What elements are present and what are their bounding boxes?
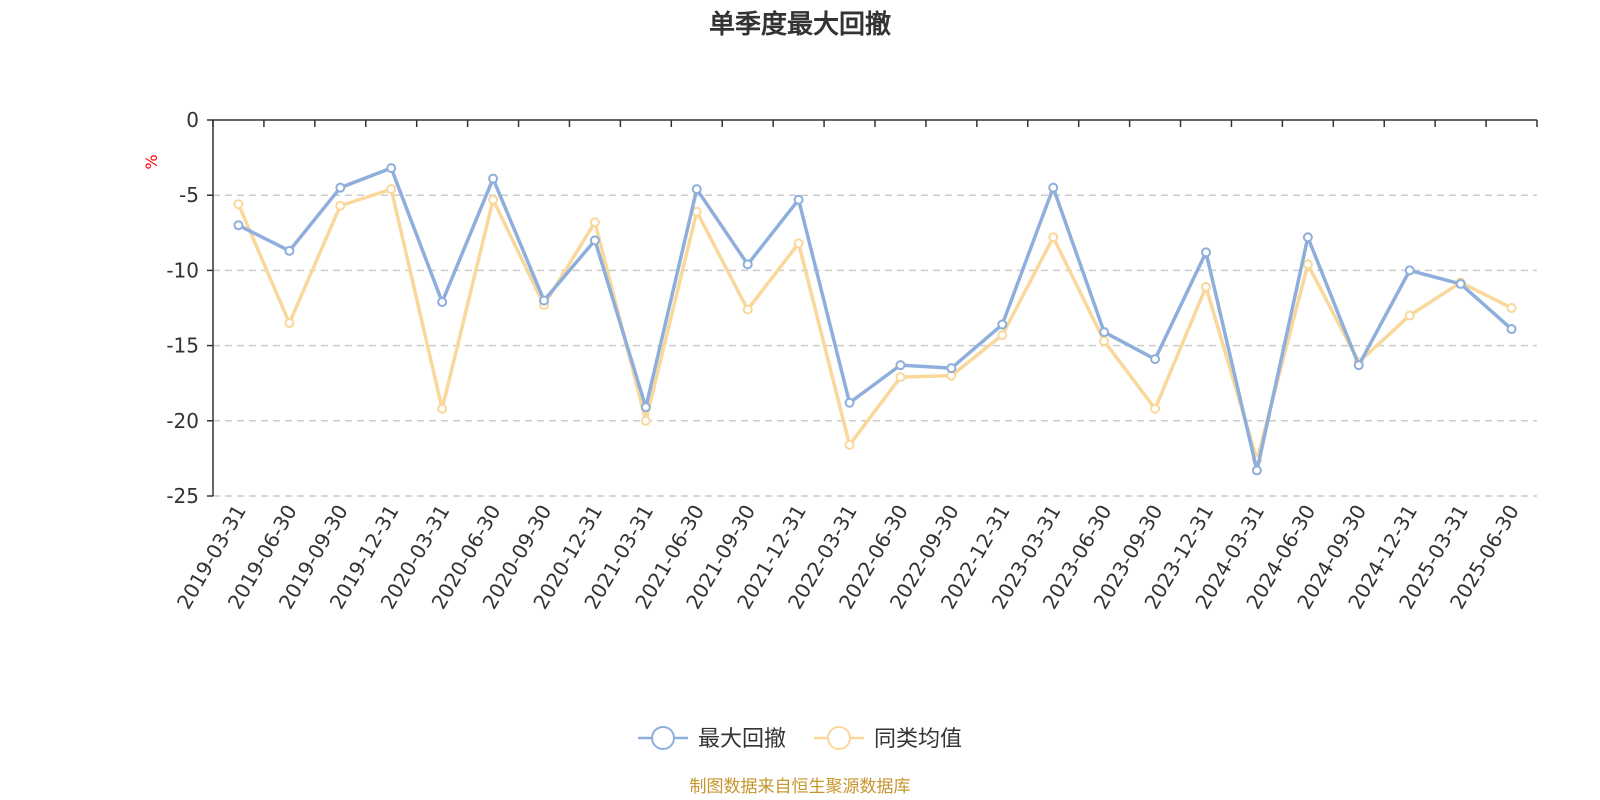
data-point[interactable]	[437, 403, 448, 414]
grid-lines	[213, 194, 1537, 497]
data-point[interactable]	[742, 259, 753, 270]
data-point[interactable]	[1302, 259, 1313, 270]
data-point[interactable]	[1455, 278, 1466, 289]
data-point[interactable]	[640, 402, 651, 413]
data-point[interactable]	[997, 330, 1008, 341]
chart-title: 单季度最大回撤	[709, 9, 891, 40]
legend-label: 最大回撤	[698, 727, 786, 752]
data-point[interactable]	[1150, 354, 1161, 365]
legend[interactable]: 最大回撤 同类均值	[638, 726, 962, 752]
legend-item-2[interactable]: 同类均值	[814, 726, 962, 752]
data-point[interactable]	[284, 318, 295, 329]
data-point[interactable]	[589, 235, 600, 246]
data-point[interactable]	[1201, 247, 1211, 258]
series-1	[233, 163, 1517, 476]
data-point[interactable]	[895, 360, 906, 371]
data-point[interactable]	[844, 439, 855, 450]
data-point[interactable]	[1201, 281, 1211, 292]
data-point[interactable]	[1506, 303, 1517, 313]
data-point[interactable]	[1099, 327, 1110, 338]
data-point[interactable]	[1353, 360, 1364, 371]
data-point[interactable]	[589, 217, 600, 228]
data-point[interactable]	[386, 163, 397, 174]
data-point[interactable]	[1506, 324, 1517, 335]
data-point[interactable]	[691, 206, 702, 217]
series-line	[236, 187, 1513, 462]
data-point[interactable]	[1048, 232, 1059, 243]
data-point[interactable]	[1251, 465, 1262, 476]
source-note: 制图数据来自恒生聚源数据库	[690, 777, 911, 797]
y-tick-label: -10	[166, 258, 199, 282]
series-2	[233, 184, 1517, 465]
legend-marker	[651, 726, 675, 750]
data-point[interactable]	[233, 199, 244, 210]
data-point[interactable]	[946, 363, 957, 374]
y-tick-label: -20	[166, 409, 199, 433]
legend-item-1[interactable]: 最大回撤	[638, 726, 786, 752]
axes: 0-5-10-15-20-252019-03-312019-06-302019-…	[166, 108, 1538, 613]
data-point[interactable]	[793, 238, 804, 249]
y-tick-label: -5	[179, 183, 199, 207]
data-point[interactable]	[488, 194, 499, 205]
data-point[interactable]	[691, 184, 702, 195]
data-point[interactable]	[742, 304, 753, 315]
legend-label: 同类均值	[874, 727, 962, 752]
data-point[interactable]	[1404, 310, 1415, 321]
data-point[interactable]	[488, 173, 499, 184]
data-point[interactable]	[335, 182, 346, 193]
data-point[interactable]	[335, 200, 346, 211]
legend-marker	[827, 726, 851, 750]
data-point[interactable]	[895, 372, 906, 383]
data-point[interactable]	[1048, 182, 1059, 193]
series-line	[237, 166, 1513, 473]
y-tick-label: -15	[166, 334, 199, 358]
y-axis-label: %	[142, 154, 161, 169]
y-tick-label: -25	[166, 484, 199, 508]
data-point[interactable]	[386, 184, 397, 195]
data-point[interactable]	[793, 194, 804, 205]
y-tick-label: 0	[186, 108, 199, 132]
data-point[interactable]	[539, 295, 549, 306]
data-point[interactable]	[640, 415, 651, 426]
data-point[interactable]	[284, 245, 295, 256]
data-point[interactable]	[1404, 265, 1415, 276]
data-point[interactable]	[1302, 232, 1313, 243]
data-point[interactable]	[437, 296, 448, 307]
data-point[interactable]	[233, 220, 244, 231]
data-point[interactable]	[1099, 336, 1110, 347]
data-point[interactable]	[997, 319, 1008, 330]
data-point[interactable]	[844, 397, 855, 408]
data-point[interactable]	[1150, 403, 1161, 414]
series-layer	[233, 163, 1517, 476]
